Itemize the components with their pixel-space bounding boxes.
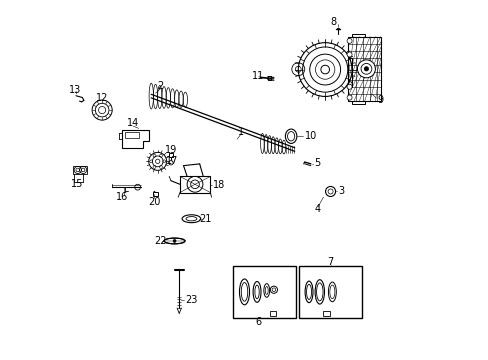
Text: 22: 22 <box>154 236 166 246</box>
Bar <box>233 266 295 318</box>
Bar <box>73 166 87 174</box>
Circle shape <box>187 176 203 192</box>
Text: 5: 5 <box>313 158 319 168</box>
Circle shape <box>346 52 351 57</box>
Text: 8: 8 <box>330 17 336 27</box>
Text: 4: 4 <box>314 204 321 215</box>
Circle shape <box>168 161 173 165</box>
Bar <box>323 311 329 316</box>
Text: 19: 19 <box>164 144 177 154</box>
Bar <box>298 266 361 318</box>
Circle shape <box>346 39 351 43</box>
Bar <box>124 132 139 138</box>
Bar <box>168 153 173 157</box>
Text: 23: 23 <box>185 295 198 305</box>
Text: 3: 3 <box>338 186 344 197</box>
Text: 2: 2 <box>157 81 163 91</box>
Text: 10: 10 <box>304 131 316 141</box>
Bar <box>269 311 276 316</box>
Text: 11: 11 <box>251 71 264 81</box>
Text: 17: 17 <box>165 156 178 166</box>
Circle shape <box>325 186 335 197</box>
Circle shape <box>173 239 176 242</box>
Circle shape <box>357 60 375 78</box>
Ellipse shape <box>164 238 184 244</box>
Text: 13: 13 <box>69 85 81 95</box>
Circle shape <box>346 84 351 89</box>
Text: 21: 21 <box>199 214 212 224</box>
Text: 16: 16 <box>116 192 128 202</box>
Polygon shape <box>122 130 148 148</box>
Text: 18: 18 <box>212 180 225 190</box>
Text: 20: 20 <box>148 197 160 207</box>
Text: 12: 12 <box>96 93 108 103</box>
Text: 14: 14 <box>127 118 139 128</box>
Circle shape <box>327 189 332 194</box>
Circle shape <box>364 67 368 71</box>
Text: 6: 6 <box>255 317 262 327</box>
Bar <box>152 192 158 196</box>
Text: 7: 7 <box>327 257 333 267</box>
Text: 1: 1 <box>237 127 244 136</box>
Polygon shape <box>180 176 210 193</box>
Text: 15: 15 <box>70 179 83 189</box>
Bar <box>348 58 351 87</box>
Bar <box>267 76 271 80</box>
Text: 9: 9 <box>376 95 383 105</box>
Circle shape <box>346 95 351 100</box>
